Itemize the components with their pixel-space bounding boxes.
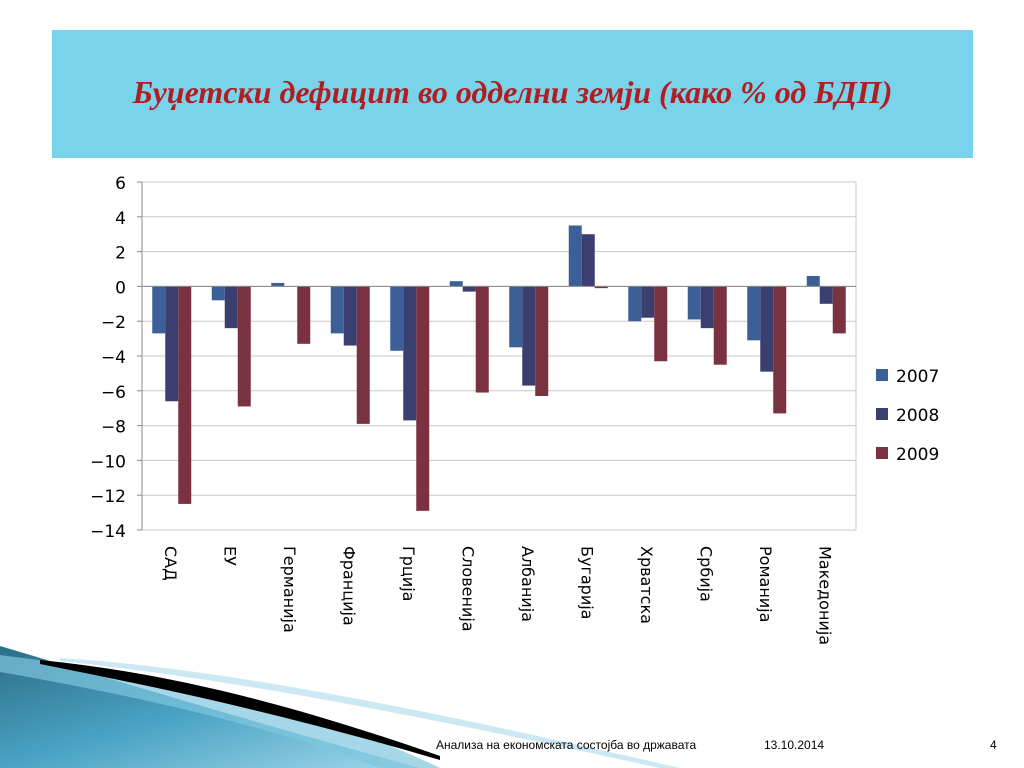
y-tick-label: 4 [115,209,126,229]
bar-2008-11 [819,286,833,304]
legend-swatch-2008 [876,408,888,420]
bar-2008-0 [165,286,179,402]
x-tick-label: Бугарија [577,546,596,619]
footer-text: Анализа на економската состојба во држав… [436,738,697,752]
bar-2009-0 [178,286,192,504]
x-tick-label: Србија [696,546,715,602]
y-tick-label: −10 [90,452,126,472]
footer-date: 13.10.2014 [764,738,825,752]
y-tick-label: −14 [90,522,126,542]
bar-2008-9 [700,286,714,329]
title-banner: Буџетски дефицит во одделни земји (како … [52,30,973,158]
legend-label: 2009 [896,445,939,465]
bar-2009-9 [713,286,727,365]
y-tick-label: −4 [101,348,126,368]
y-tick-label: −2 [101,313,126,333]
legend-label: 2008 [896,406,939,426]
bar-2009-3 [356,286,370,424]
bar-2007-6 [509,286,523,348]
bar-2007-2 [271,282,285,287]
bar-2009-7 [594,286,608,289]
y-tick-label: −6 [101,383,126,403]
x-tick-label: Грција [399,546,418,601]
y-tick-label: 0 [115,278,126,298]
bar-2007-11 [806,275,820,287]
x-tick-label: САД [161,546,180,581]
x-tick-label: Словенија [458,546,477,632]
bar-2009-2 [297,286,311,344]
bar-2008-6 [522,286,536,386]
swoosh-shape [0,646,420,768]
x-tick-label: Романија [756,546,775,622]
bar-2008-8 [641,286,655,318]
bar-2007-10 [747,286,761,341]
bar-2009-11 [832,286,846,334]
bar-2007-3 [330,286,344,334]
legend-label: 2007 [896,367,939,387]
bar-2008-7 [581,234,595,287]
bar-2008-1 [224,286,238,329]
bar-2007-9 [687,286,701,320]
x-axis-labels: САД ЕУ Германија Франција Грција Словенија Алб… [161,546,835,645]
y-tick-label: −12 [90,487,126,507]
y-axis-ticks: 6 4 2 0 −2 −4 −6 −8 −10 −12 −14 [90,174,143,542]
slide-number: 4 [990,738,997,752]
bar-series [152,225,846,511]
x-tick-label: Македонија [815,546,834,645]
x-tick-label: Германија [280,546,299,633]
bar-2009-10 [773,286,787,414]
swoosh-wash [60,658,680,768]
x-tick-label: Хрватска [637,546,656,624]
bar-2009-1 [237,286,251,407]
bar-2009-5 [475,286,489,393]
legend-swatch-2009 [876,447,888,459]
bar-2007-4 [390,286,404,351]
bar-2008-5 [462,286,476,292]
bar-2007-7 [568,225,582,287]
slide-title: Буџетски дефицит во одделни земји (како … [132,73,893,110]
bar-2009-6 [535,286,549,397]
bar-2009-4 [416,286,430,511]
bar-2008-3 [343,286,357,346]
y-tick-label: −8 [101,418,126,438]
bar-2008-4 [403,286,417,421]
bar-2007-0 [152,286,166,334]
bar-2007-5 [449,281,463,287]
x-tick-label: Албанија [518,546,537,622]
bar-2007-8 [628,286,642,322]
x-tick-label: ЕУ [220,546,239,566]
bar-2009-8 [654,286,668,362]
y-tick-label: 6 [115,174,126,194]
bar-2007-1 [211,286,225,301]
bar-2008-10 [760,286,774,372]
legend: 2007 2008 2009 [876,367,939,465]
x-tick-label: Франција [339,546,358,626]
y-tick-label: 2 [115,244,126,264]
legend-swatch-2007 [876,369,888,381]
swoosh-line [40,660,440,760]
swoosh-highlight [0,655,440,768]
